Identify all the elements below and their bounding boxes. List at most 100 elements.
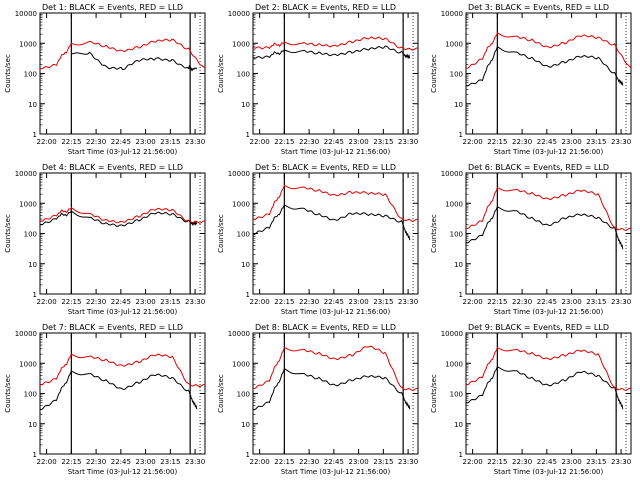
x-tick-label: 23:00 bbox=[349, 298, 369, 306]
x-tick-label: 22:30 bbox=[512, 458, 532, 466]
panel-title: Det 1: BLACK = Events, RED = LLD bbox=[42, 3, 183, 12]
panel-det-8: Det 8: BLACK = Events, RED = LLD 1 10 100 10… bbox=[217, 323, 419, 476]
series-events bbox=[465, 45, 624, 87]
x-tick-label: 22:30 bbox=[512, 298, 532, 306]
y-tick-label: 10000 bbox=[228, 170, 250, 178]
y-tick-label: 100 bbox=[24, 231, 37, 239]
series-lld bbox=[39, 207, 206, 224]
y-tick-label: 1 bbox=[246, 291, 250, 299]
y-tick-label: 1000 bbox=[19, 200, 37, 208]
series-lld bbox=[39, 353, 206, 388]
y-tick-label: 1000 bbox=[232, 40, 250, 48]
series-lld bbox=[465, 346, 632, 391]
x-tick-label: 22:00 bbox=[250, 298, 270, 306]
x-tick-label: 22:30 bbox=[299, 138, 319, 146]
x-tick-label: 22:15 bbox=[274, 458, 294, 466]
panel-title: Det 7: BLACK = Events, RED = LLD bbox=[42, 323, 183, 332]
series-events bbox=[252, 204, 411, 241]
y-tick-label: 1000 bbox=[232, 360, 250, 368]
y-tick-label: 1000 bbox=[445, 360, 463, 368]
x-tick-label: 22:00 bbox=[37, 138, 57, 146]
x-tick-label: 22:15 bbox=[487, 138, 507, 146]
panel-det-9: Det 9: BLACK = Events, RED = LLD 1 10 100 10… bbox=[430, 323, 632, 476]
x-tick-label: 22:15 bbox=[274, 138, 294, 146]
y-tick-label: 10 bbox=[241, 421, 250, 429]
x-tick-label: 22:00 bbox=[37, 458, 57, 466]
x-tick-label: 22:30 bbox=[299, 458, 319, 466]
panel-title: Det 5: BLACK = Events, RED = LLD bbox=[255, 163, 396, 172]
y-axis-label: Counts/sec bbox=[430, 214, 438, 253]
x-tick-label: 23:30 bbox=[398, 138, 418, 146]
x-axis-label: Start Time (03-Jul-12 21:56:00) bbox=[494, 308, 604, 316]
y-tick-label: 10 bbox=[454, 101, 463, 109]
y-tick-label: 10000 bbox=[15, 10, 37, 18]
x-axis-label: Start Time (03-Jul-12 21:56:00) bbox=[281, 468, 391, 476]
x-tick-label: 22:15 bbox=[487, 458, 507, 466]
panel-det-7: Det 7: BLACK = Events, RED = LLD 1 10 100 10… bbox=[4, 323, 206, 476]
x-tick-label: 22:00 bbox=[250, 138, 270, 146]
x-axis-label: Start Time (03-Jul-12 21:56:00) bbox=[281, 148, 391, 156]
y-tick-label: 10 bbox=[241, 261, 250, 269]
x-tick-label: 22:15 bbox=[61, 298, 81, 306]
x-tick-label: 22:00 bbox=[37, 298, 57, 306]
x-tick-label: 23:00 bbox=[349, 138, 369, 146]
x-tick-label: 23:00 bbox=[136, 298, 156, 306]
x-tick-label: 23:15 bbox=[586, 138, 606, 146]
panel-title: Det 9: BLACK = Events, RED = LLD bbox=[468, 323, 609, 332]
x-tick-label: 22:15 bbox=[61, 458, 81, 466]
x-tick-label: 23:00 bbox=[562, 138, 582, 146]
x-tick-label: 23:00 bbox=[562, 298, 582, 306]
series-events bbox=[465, 365, 624, 410]
y-tick-label: 1000 bbox=[232, 200, 250, 208]
x-axis-label: Start Time (03-Jul-12 21:56:00) bbox=[68, 468, 178, 476]
x-tick-label: 22:30 bbox=[86, 458, 106, 466]
x-tick-label: 23:30 bbox=[611, 298, 631, 306]
y-tick-label: 1 bbox=[33, 131, 37, 139]
y-tick-label: 1000 bbox=[445, 200, 463, 208]
x-tick-label: 22:45 bbox=[537, 298, 557, 306]
y-tick-label: 10 bbox=[241, 101, 250, 109]
y-tick-label: 10000 bbox=[15, 170, 37, 178]
x-tick-label: 23:30 bbox=[611, 458, 631, 466]
x-axis-label: Start Time (03-Jul-12 21:56:00) bbox=[494, 468, 604, 476]
x-axis-label: Start Time (03-Jul-12 21:56:00) bbox=[68, 148, 178, 156]
x-tick-label: 22:15 bbox=[61, 138, 81, 146]
series-events bbox=[252, 45, 411, 60]
series-lld bbox=[465, 186, 632, 231]
y-tick-label: 1 bbox=[459, 451, 463, 459]
plot-frame bbox=[39, 12, 206, 135]
x-tick-label: 22:45 bbox=[324, 458, 344, 466]
y-tick-label: 10000 bbox=[441, 10, 463, 18]
plot-frame bbox=[39, 332, 206, 455]
x-axis-label: Start Time (03-Jul-12 21:56:00) bbox=[281, 308, 391, 316]
panel-title: Det 6: BLACK = Events, RED = LLD bbox=[468, 163, 609, 172]
panel-title: Det 3: BLACK = Events, RED = LLD bbox=[468, 3, 609, 12]
series-events bbox=[465, 205, 624, 250]
y-tick-label: 1 bbox=[33, 451, 37, 459]
y-tick-label: 10 bbox=[454, 261, 463, 269]
y-tick-label: 1 bbox=[459, 131, 463, 139]
y-axis-label: Counts/sec bbox=[4, 54, 12, 93]
x-tick-label: 23:15 bbox=[160, 458, 180, 466]
series-events bbox=[39, 210, 198, 227]
series-events bbox=[252, 367, 411, 411]
x-tick-label: 22:15 bbox=[487, 298, 507, 306]
x-tick-label: 23:30 bbox=[398, 458, 418, 466]
x-tick-label: 23:15 bbox=[373, 298, 393, 306]
x-tick-label: 23:15 bbox=[586, 298, 606, 306]
x-tick-label: 22:00 bbox=[463, 138, 483, 146]
x-tick-label: 22:15 bbox=[274, 298, 294, 306]
y-tick-label: 10 bbox=[28, 261, 37, 269]
y-axis-label: Counts/sec bbox=[430, 54, 438, 93]
y-tick-label: 10000 bbox=[15, 330, 37, 338]
series-lld bbox=[39, 38, 206, 70]
y-tick-label: 100 bbox=[24, 71, 37, 79]
panel-det-1: Det 1: BLACK = Events, RED = LLD 1 10 100 10… bbox=[4, 3, 206, 156]
y-tick-label: 1000 bbox=[19, 360, 37, 368]
x-tick-label: 22:45 bbox=[111, 458, 131, 466]
y-axis-label: Counts/sec bbox=[217, 214, 225, 253]
x-tick-label: 23:30 bbox=[185, 138, 205, 146]
x-tick-label: 23:15 bbox=[160, 298, 180, 306]
x-tick-label: 23:30 bbox=[185, 298, 205, 306]
